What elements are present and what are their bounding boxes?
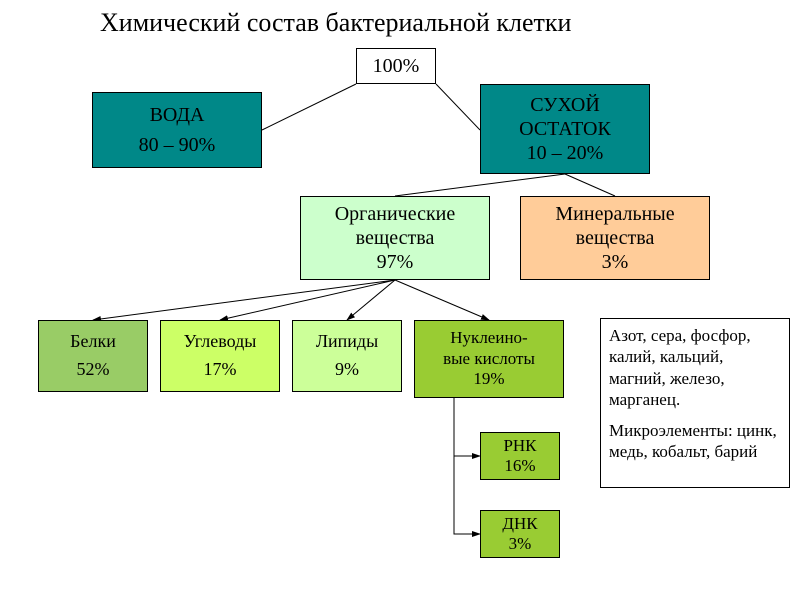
node-nucleic-label3: 19%	[473, 369, 504, 389]
node-mineral: Минеральные вещества 3%	[520, 196, 710, 280]
mineral-list-box: Азот, сера, фосфор, калий, кальций, магн…	[600, 318, 790, 488]
node-proteins-label1: Белки	[70, 331, 116, 353]
node-dry-label1: СУХОЙ	[530, 93, 600, 117]
node-proteins-label2: 52%	[77, 359, 110, 381]
node-root-label: 100%	[373, 54, 420, 78]
node-carbs-label1: Углеводы	[184, 331, 257, 353]
node-carbs-label2: 17%	[204, 359, 237, 381]
node-lipids-label2: 9%	[335, 359, 359, 381]
node-rna: РНК 16%	[480, 432, 560, 480]
node-proteins: Белки 52%	[38, 320, 148, 392]
node-organic-label2: вещества	[356, 226, 435, 250]
node-rna-label1: РНК	[503, 436, 536, 456]
node-lipids: Липиды 9%	[292, 320, 402, 392]
connectors	[0, 0, 800, 600]
node-mineral-label1: Минеральные	[555, 202, 674, 226]
node-nucleic-label2: вые кислоты	[443, 349, 535, 369]
node-mineral-label3: 3%	[602, 250, 629, 274]
node-mineral-label2: вещества	[576, 226, 655, 250]
node-organic: Органические вещества 97%	[300, 196, 490, 280]
node-dry: СУХОЙ ОСТАТОК 10 – 20%	[480, 84, 650, 174]
node-organic-label3: 97%	[377, 250, 414, 274]
node-dna-label2: 3%	[509, 534, 532, 554]
node-dna: ДНК 3%	[480, 510, 560, 558]
node-organic-label1: Органические	[335, 202, 456, 226]
node-dry-label2: ОСТАТОК	[519, 117, 611, 141]
node-lipids-label1: Липиды	[316, 331, 378, 353]
node-water-label1: ВОДА	[150, 103, 205, 127]
node-dry-label3: 10 – 20%	[527, 141, 604, 165]
node-carbs: Углеводы 17%	[160, 320, 280, 392]
mineral-list-line2: Микроэлементы: цинк, медь, кобальт, бари…	[609, 420, 781, 463]
mineral-list-line1: Азот, сера, фосфор, калий, кальций, магн…	[609, 325, 781, 410]
node-water: ВОДА 80 – 90%	[92, 92, 262, 168]
node-nucleic: Нуклеино- вые кислоты 19%	[414, 320, 564, 398]
node-rna-label2: 16%	[504, 456, 535, 476]
node-water-label2: 80 – 90%	[139, 133, 216, 157]
node-root: 100%	[356, 48, 436, 84]
node-dna-label1: ДНК	[502, 514, 537, 534]
node-nucleic-label1: Нуклеино-	[450, 328, 527, 348]
diagram-title: Химический состав бактериальной клетки	[100, 8, 571, 38]
